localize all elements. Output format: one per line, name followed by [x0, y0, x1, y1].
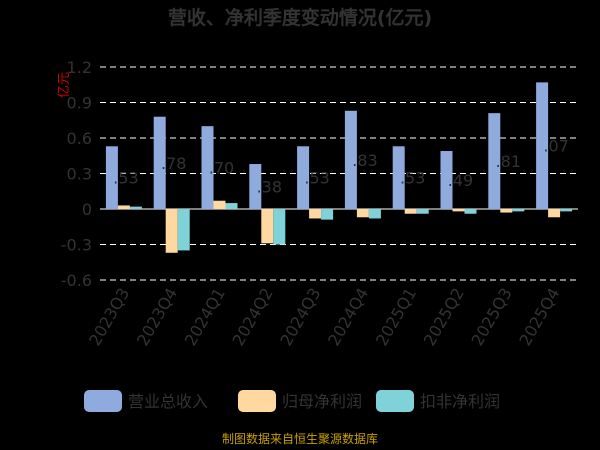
x-tick-layer: 2023Q3 2023Q4 2024Q1 2024Q2 2024Q3 2024Q4 2025… — [85, 285, 563, 349]
x-tick-label: 2025Q4 — [515, 285, 563, 349]
bar-2-2025Q3 — [500, 209, 513, 213]
y-tick-label: 1.2 — [67, 58, 92, 77]
data-label: .78 — [161, 154, 186, 173]
bar-1-2024Q4 — [344, 110, 357, 209]
y-axis-unit-label: 亿元 — [57, 72, 72, 98]
x-tick-label: 2024Q1 — [181, 285, 229, 349]
bar-3-2025Q1 — [416, 209, 429, 214]
y-tick-label: 0 — [82, 200, 92, 219]
y-tick-label: -0.3 — [61, 236, 92, 255]
bar-2-2024Q4 — [356, 209, 369, 218]
bar-1-2025Q2 — [440, 151, 453, 209]
bar-3-2024Q2 — [273, 209, 286, 245]
legend-label: 营业总收入 — [128, 392, 208, 411]
bar-layer — [105, 82, 573, 253]
bar-1-2024Q1 — [201, 126, 214, 209]
bar-3-2025Q2 — [464, 209, 477, 214]
x-tick-label: 2025Q2 — [420, 285, 468, 349]
legend: 营业总收入 归母净利润 扣非净利润 — [84, 390, 500, 412]
bar-1-2024Q2 — [249, 164, 262, 209]
bar-2-2024Q2 — [261, 209, 274, 244]
data-label: .83 — [352, 151, 377, 170]
bar-1-2025Q4 — [536, 82, 549, 209]
x-tick-label: 2023Q4 — [133, 285, 181, 349]
data-label: .53 — [304, 169, 329, 188]
bar-1-2023Q3 — [105, 146, 118, 209]
x-tick-label: 2025Q1 — [372, 285, 420, 349]
bar-3-2025Q4 — [560, 209, 573, 212]
x-tick-label: 2024Q3 — [276, 285, 324, 349]
x-tick-label: 2024Q2 — [229, 285, 277, 349]
y-tick-label: -0.6 — [61, 271, 92, 290]
x-tick-label: 2023Q3 — [85, 285, 133, 349]
data-label: .81 — [496, 152, 521, 171]
legend-swatch — [376, 390, 414, 412]
bar-1-2025Q1 — [392, 146, 405, 209]
bar-2-2024Q1 — [213, 200, 226, 209]
y-tick-label: 0.6 — [67, 129, 92, 148]
bar-2-2024Q3 — [309, 209, 322, 219]
legend-swatch — [238, 390, 276, 412]
data-label-layer: .53 .78 .70 .38 .53 .83 .53 .49 .81 .07 — [113, 137, 569, 197]
bar-3-2025Q3 — [512, 209, 525, 212]
data-label: .38 — [257, 178, 282, 197]
data-label: .70 — [209, 159, 234, 178]
x-tick-label: 2024Q4 — [324, 285, 372, 349]
legend-label: 归母净利润 — [282, 392, 362, 411]
bar-2-2025Q4 — [548, 209, 561, 218]
legend-label: 扣非净利润 — [420, 392, 500, 411]
bar-1-2024Q3 — [297, 146, 310, 209]
bar-3-2024Q1 — [225, 203, 238, 209]
bar-1-2025Q3 — [488, 113, 501, 209]
y-tick-label: 0.9 — [67, 94, 92, 113]
data-label: .53 — [400, 169, 425, 188]
legend-swatch — [84, 390, 122, 412]
bar-2-2023Q4 — [165, 209, 178, 253]
y-tick-label: 0.3 — [67, 165, 92, 184]
data-label: .07 — [543, 137, 568, 156]
source-note: 制图数据来自恒生聚源数据库 — [222, 431, 378, 446]
bar-1-2023Q4 — [153, 116, 166, 209]
bar-3-2023Q4 — [177, 209, 190, 251]
x-tick-label: 2025Q3 — [468, 285, 516, 349]
y-tick-layer: 1.2 0.9 0.6 0.3 0 -0.3 -0.6 — [61, 58, 92, 290]
bar-2-2025Q1 — [404, 209, 417, 214]
data-label: .53 — [113, 169, 138, 188]
chart-title: 营收、净利季度变动情况(亿元) — [168, 6, 432, 29]
data-label: .49 — [448, 171, 473, 190]
bar-3-2024Q4 — [368, 209, 381, 219]
bar-2-2025Q2 — [452, 209, 465, 212]
bar-3-2024Q3 — [321, 209, 334, 220]
bar-3-2023Q3 — [129, 206, 142, 209]
bar-2-2023Q3 — [117, 205, 130, 209]
